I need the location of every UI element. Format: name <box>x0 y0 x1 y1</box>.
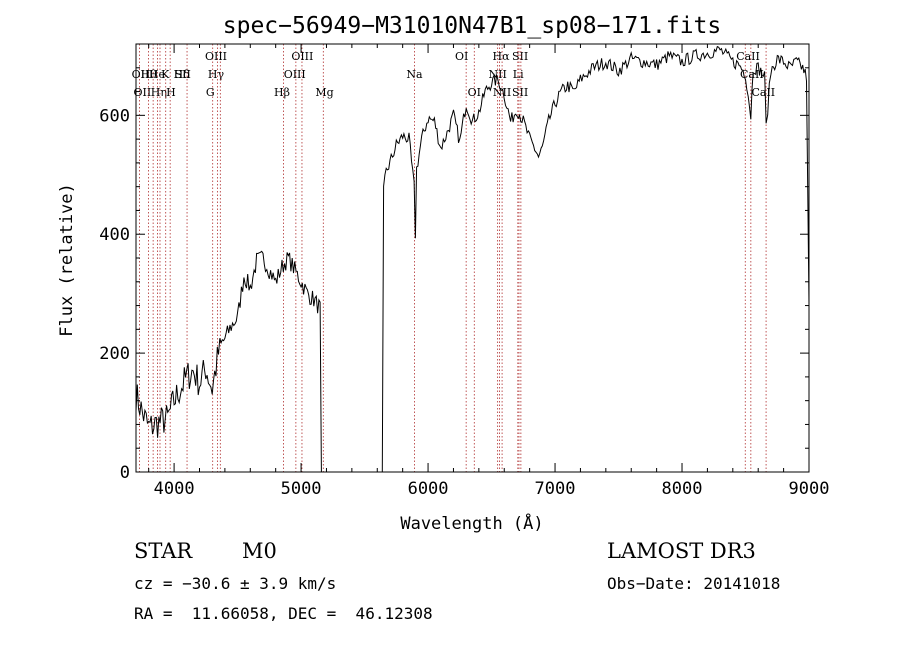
line-label-6-0: H <box>166 86 176 99</box>
spectral-lines-layer: OIIHθHηKHHδGHγOIIIHβOIIIOIIIMgNaOIOINIIH… <box>132 44 775 472</box>
x-axis-label: Wavelength (Å) <box>400 512 543 534</box>
y-tick-label-2: 400 <box>99 225 130 245</box>
line-label-9-0: Hγ <box>208 68 225 81</box>
line-label-12-0: OIII <box>284 68 306 81</box>
axes-layer: 4000 5000 6000 7000 8000 9000 0 200 400 600 <box>99 44 829 499</box>
subclass: M0 <box>242 539 277 563</box>
line-label-extra-1: He <box>149 68 165 81</box>
line-label-23-0: SII <box>512 86 528 99</box>
line-label-8-0: G <box>206 86 215 99</box>
plot-frame <box>135 43 810 473</box>
y-axis-label: Flux (relative) <box>57 183 77 337</box>
spectrum-layer <box>135 45 810 473</box>
line-label-20-0: NII <box>493 86 511 99</box>
line-label-15-0: Na <box>406 68 423 81</box>
y-tick-label-0: 0 <box>120 463 130 483</box>
line-label-10-0: OIII <box>205 50 227 63</box>
y-tick-label-3: 600 <box>99 106 130 126</box>
line-label-25-0: CaII <box>740 68 764 81</box>
line-label-4-0: Hη <box>151 86 167 99</box>
observation-date: Obs−Date: 20141018 <box>607 574 781 593</box>
line-label-21-0: Li <box>513 68 524 81</box>
line-label-19-0: Hα <box>493 50 511 63</box>
line-label-22-0: SII <box>512 50 528 63</box>
survey-name: LAMOST DR3 <box>607 539 756 563</box>
line-label-13-0: OIII <box>291 50 313 63</box>
x-tick-label-5: 9000 <box>789 479 830 499</box>
line-label-0-0: OII <box>133 86 151 99</box>
line-label-11-0: Hβ <box>274 86 290 99</box>
line-label-extra-0: OII <box>132 68 150 81</box>
object-class: STAR <box>134 539 193 563</box>
x-tick-label-0: 4000 <box>154 479 195 499</box>
line-label-14-0: Mg <box>315 86 333 99</box>
line-label-7-0: Hδ <box>174 68 191 81</box>
y-tick-label-1: 200 <box>99 344 130 364</box>
coordinates: RA = 11.66058, DEC = 46.12308 <box>134 604 433 623</box>
line-label-16-0: OI <box>455 50 468 63</box>
spectrum-line <box>135 45 810 473</box>
line-label-extra-2: SII <box>175 68 191 81</box>
line-label-2-0: Hθ <box>141 68 158 81</box>
line-label-24-0: CaII <box>736 50 760 63</box>
line-label-26-0: CaII <box>751 86 775 99</box>
x-tick-label-2: 6000 <box>408 479 449 499</box>
x-tick-label-4: 8000 <box>662 479 703 499</box>
line-label-5-0: K <box>161 68 170 81</box>
chart-title: spec−56949−M31010N47B1_sp08−171.fits <box>223 13 722 39</box>
redshift-readout: cz = −30.6 ± 3.9 km/s <box>134 574 337 593</box>
x-tick-label-3: 7000 <box>535 479 576 499</box>
line-label-17-0: OI <box>468 86 481 99</box>
x-tick-label-1: 5000 <box>281 479 322 499</box>
